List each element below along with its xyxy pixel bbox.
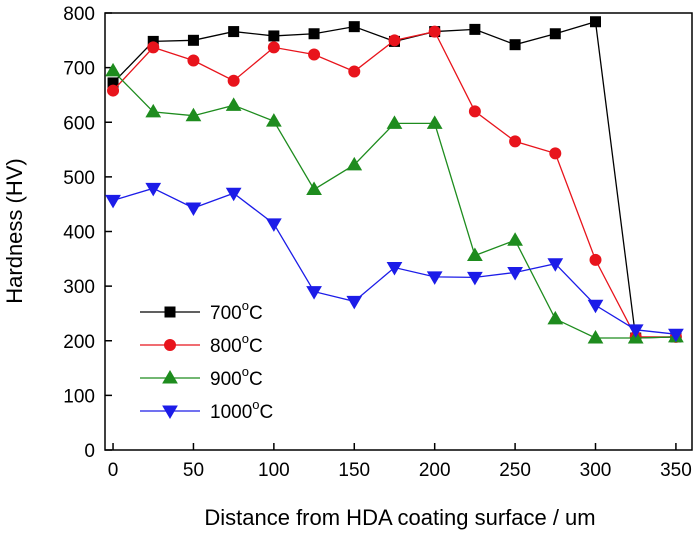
data-point — [507, 232, 523, 246]
y-tick-label: 500 — [63, 168, 95, 189]
data-point — [225, 187, 242, 202]
data-point — [426, 271, 443, 285]
series-layer — [105, 16, 684, 344]
legend-label: 900oC — [210, 364, 263, 390]
x-tick-label: 200 — [419, 460, 451, 481]
data-point — [185, 202, 202, 217]
data-point — [627, 324, 644, 338]
data-point — [308, 28, 320, 40]
data-point — [265, 113, 282, 127]
data-point — [549, 28, 561, 40]
y-tick-label: 800 — [63, 4, 95, 25]
legend-marker — [162, 405, 178, 419]
legend: 700oC 800oC 900oC 1000oC — [140, 298, 273, 423]
data-point — [388, 34, 401, 47]
data-point — [428, 25, 441, 38]
data-point — [547, 258, 564, 272]
data-point — [348, 21, 360, 33]
y-axis-ticks: 0 100 200 300 400 500 600 700 800 — [63, 4, 112, 462]
y-tick-label: 600 — [63, 113, 95, 134]
data-point — [507, 266, 523, 281]
legend-label: 700oC — [210, 298, 263, 324]
x-tick-label: 150 — [338, 460, 370, 481]
data-point — [265, 218, 282, 232]
data-point — [306, 286, 322, 300]
legend-marker — [162, 370, 178, 384]
data-point — [509, 135, 522, 148]
data-point — [185, 107, 202, 122]
legend-label: 1000oC — [210, 397, 273, 423]
data-point — [346, 295, 363, 310]
y-tick-label: 100 — [63, 386, 95, 407]
data-point — [145, 103, 162, 118]
x-axis-ticks: 0 50 100 150 200 250 300 350 — [108, 443, 692, 481]
data-point — [467, 247, 483, 262]
series-line — [112, 20, 676, 339]
data-point — [468, 105, 481, 118]
legend-marker — [164, 339, 176, 351]
x-tick-label: 250 — [499, 460, 531, 481]
data-point — [145, 182, 162, 197]
y-tick-label: 300 — [63, 277, 95, 298]
y-tick-label: 400 — [63, 223, 95, 244]
legend-marker — [164, 306, 176, 318]
data-point — [549, 147, 562, 160]
data-point — [589, 253, 602, 266]
series-line — [112, 30, 676, 338]
data-point — [306, 181, 322, 195]
data-point — [590, 16, 602, 28]
data-point — [267, 41, 280, 54]
x-axis-title: Distance from HDA coating surface / um — [204, 505, 595, 530]
series-800 — [107, 25, 682, 343]
y-tick-label: 700 — [63, 59, 95, 80]
y-axis-title: Hardness (HV) — [2, 158, 27, 303]
x-tick-label: 0 — [108, 460, 119, 481]
y-tick-label: 200 — [63, 332, 95, 353]
data-point — [386, 262, 403, 276]
legend-entry: 800oC — [140, 331, 263, 357]
data-point — [147, 41, 160, 54]
data-point — [187, 54, 200, 67]
data-point — [225, 97, 242, 111]
plot-frame — [104, 12, 693, 451]
legend-label: 800oC — [210, 331, 263, 357]
data-point — [469, 23, 481, 35]
x-tick-label: 300 — [580, 460, 612, 481]
x-tick-label: 50 — [183, 460, 204, 481]
data-point — [668, 328, 684, 343]
legend-entry: 900oC — [140, 364, 263, 390]
data-point — [547, 310, 564, 325]
data-point — [105, 62, 121, 77]
y-tick-label: 0 — [84, 441, 95, 462]
data-point — [467, 271, 483, 286]
data-point — [426, 115, 443, 129]
series-1000 — [105, 182, 684, 343]
data-point — [227, 74, 240, 87]
data-point — [346, 156, 363, 171]
data-point — [386, 115, 403, 129]
data-point — [228, 26, 240, 38]
x-tick-label: 100 — [258, 460, 290, 481]
data-point — [268, 30, 280, 42]
data-point — [587, 330, 604, 344]
data-point — [348, 65, 361, 78]
data-point — [308, 48, 321, 61]
data-point — [587, 299, 604, 314]
data-point — [187, 34, 199, 46]
legend-entry: 700oC — [140, 298, 263, 324]
data-point — [107, 84, 120, 97]
data-point — [105, 194, 121, 209]
legend-entry: 1000oC — [140, 397, 273, 423]
data-point — [509, 39, 521, 51]
x-tick-label: 350 — [660, 460, 692, 481]
